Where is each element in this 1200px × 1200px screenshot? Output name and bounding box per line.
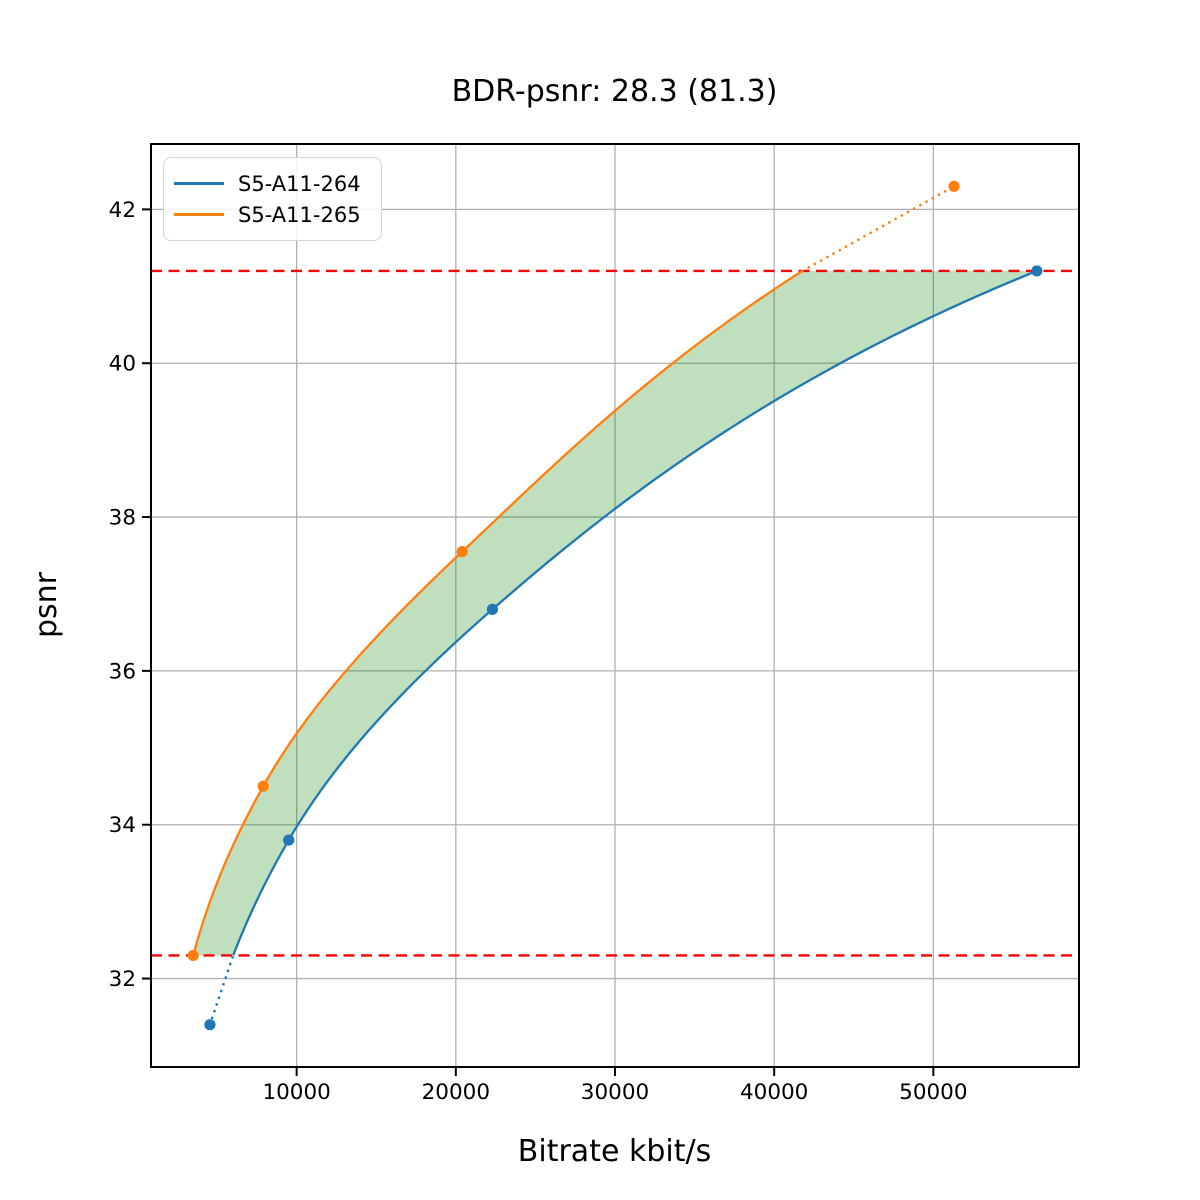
tick-label-y-40: 40 [109,352,136,377]
curve-s5-a11-265-dotted [801,185,956,273]
y-axis-label: psnr [28,572,64,639]
data-point-s5-a11-265-1 [257,780,269,792]
curve-s5-a11-265-solid [192,269,804,956]
tick-label-y-34: 34 [109,813,136,838]
tick-label-x-50000: 50000 [899,1080,967,1105]
tick-label-y-32: 32 [109,967,136,992]
tick-label-x-20000: 20000 [422,1080,490,1105]
legend-line-sample-265 [174,213,224,216]
data-point-s5-a11-265-3 [948,180,960,192]
legend-label-264: S5-A11-264 [238,171,361,196]
data-point-s5-a11-264-1 [283,834,295,846]
chart-title: BDR-psnr: 28.3 (81.3) [451,74,778,109]
tick-label-x-10000: 10000 [262,1080,330,1105]
legend-label-265: S5-A11-265 [238,202,361,227]
curve-s5-a11-264-solid [232,269,1038,956]
tick-label-y-36: 36 [109,659,136,684]
curve-s5-a11-264-dotted [208,954,235,1026]
data-point-s5-a11-264-0 [204,1019,216,1031]
legend-item-264: S5-A11-264 [174,168,361,199]
data-point-s5-a11-264-3 [1031,265,1043,277]
data-point-s5-a11-265-0 [187,949,199,962]
tick-label-x-30000: 30000 [581,1080,649,1105]
data-point-s5-a11-264-2 [486,603,499,615]
data-point-s5-a11-265-2 [456,546,468,558]
legend: S5-A11-264 S5-A11-265 [163,157,382,241]
tick-label-y-38: 38 [109,506,136,531]
y-axis-label-wrap: psnr [24,144,68,1067]
legend-line-sample-264 [174,182,224,185]
legend-item-265: S5-A11-265 [174,199,361,230]
tick-label-y-42: 42 [109,198,136,223]
tick-label-x-40000: 40000 [740,1080,808,1105]
x-axis-label: Bitrate kbit/s [517,1134,712,1169]
